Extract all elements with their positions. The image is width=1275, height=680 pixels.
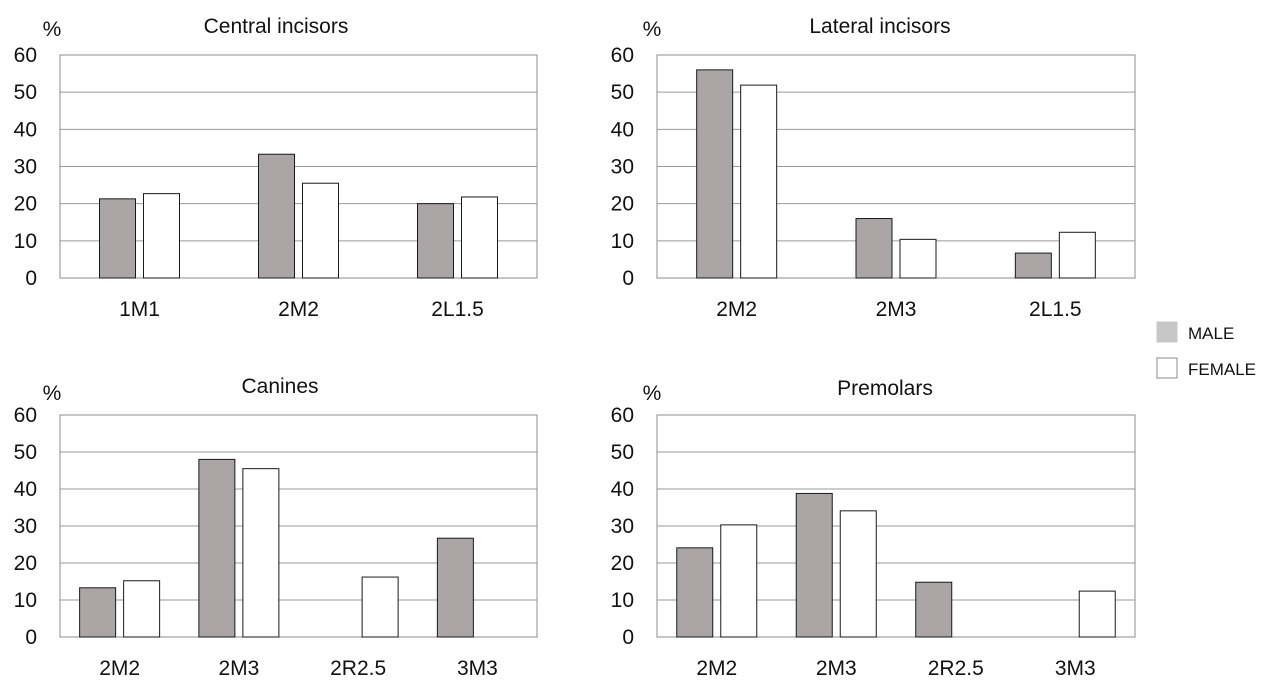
chart-panel-3: 0 10 20 30 40 50 60% Canines 2M2 2M3 2R2.5 3M3 — [14, 375, 538, 680]
y-tick-label: 50 — [611, 441, 634, 464]
bar-female-1m1 — [143, 193, 180, 279]
x-category-label: 2M2 — [716, 298, 757, 321]
legend: MALE FEMALE — [1156, 321, 1256, 379]
y-tick-label: 0 — [25, 626, 37, 649]
bar-male-1m1 — [99, 198, 136, 279]
x-category-label: 3M3 — [457, 657, 498, 680]
bar-female-2m2 — [123, 580, 161, 638]
y-tick-label: 10 — [611, 230, 634, 253]
y-tick-label: 0 — [622, 626, 634, 649]
y-tick-label: 30 — [611, 156, 634, 179]
x-category-label: 2M3 — [218, 657, 259, 680]
y-tick-label: 10 — [14, 589, 37, 612]
y-tick-label: 40 — [14, 478, 37, 501]
y-tick-label: 50 — [14, 81, 37, 104]
y-tick-label: 60 — [611, 44, 634, 67]
legend-swatch-male — [1156, 321, 1178, 343]
y-tick-label: 30 — [14, 515, 37, 538]
x-category-label: 2M2 — [696, 657, 737, 680]
y-tick-label: 20 — [14, 193, 37, 216]
y-tick-label: 60 — [14, 44, 37, 67]
y-tick-label: 40 — [611, 118, 634, 141]
x-category-label: 2M2 — [99, 657, 140, 680]
y-tick-label: 10 — [611, 589, 634, 612]
bar-female-2l1.5 — [1058, 231, 1096, 279]
bar-male-2m2 — [79, 587, 117, 638]
chart-panel-4: 0 10 20 30 40 50 60% Premolars 2M2 2M3 2R2.5 3M3 — [611, 377, 1136, 680]
y-tick-label: 40 — [14, 118, 37, 141]
x-category-label: 2R2.5 — [330, 657, 386, 680]
x-category-label: 2L1.5 — [431, 298, 484, 321]
x-category-label: 2M3 — [816, 657, 857, 680]
x-category-label: 1M1 — [119, 298, 160, 321]
bar-female-3m3 — [1078, 590, 1116, 638]
bar-female-2m3 — [899, 238, 937, 279]
chart-panel-1: 0 10 20 30 40 50 60% Central incisors 1M1 2M2 2L1.… — [14, 15, 538, 321]
bar-male-2l1.5 — [1014, 252, 1052, 279]
chart-title: Lateral incisors — [809, 15, 950, 38]
chart-panel-2: 0 10 20 30 40 50 60% Lateral incisors 2M2 2M3 2L1.… — [611, 15, 1136, 321]
bar-female-2m3 — [839, 510, 877, 638]
y-axis-unit-label: % — [43, 382, 62, 405]
y-tick-label: 60 — [14, 404, 37, 427]
y-tick-label: 20 — [611, 193, 634, 216]
x-category-label: 3M3 — [1055, 657, 1096, 680]
chart-title: Canines — [241, 375, 318, 398]
y-tick-label: 0 — [25, 267, 37, 290]
bar-male-2l1.5 — [417, 203, 454, 279]
legend-label-male: MALE — [1188, 324, 1234, 343]
bar-female-2m3 — [242, 468, 280, 638]
x-category-label: 2M2 — [278, 298, 319, 321]
bar-male-2m2 — [676, 547, 714, 638]
chart-title: Central incisors — [204, 15, 349, 38]
legend-label-female: FEMALE — [1188, 360, 1256, 379]
y-tick-label: 20 — [611, 552, 634, 575]
bar-male-2m3 — [855, 218, 893, 279]
y-tick-label: 60 — [611, 404, 634, 427]
y-tick-label: 30 — [14, 156, 37, 179]
bar-male-2m2 — [696, 69, 734, 279]
y-tick-label: 10 — [14, 230, 37, 253]
bar-male-3m3 — [436, 537, 474, 638]
y-tick-label: 40 — [611, 478, 634, 501]
legend-swatch-female — [1156, 357, 1178, 379]
y-tick-label: 50 — [14, 441, 37, 464]
x-category-label: 2L1.5 — [1029, 298, 1082, 321]
y-axis-unit-label: % — [643, 382, 662, 405]
y-tick-label: 20 — [14, 552, 37, 575]
y-axis-unit-label: % — [643, 18, 662, 41]
bar-female-2m2 — [302, 182, 339, 279]
bar-male-2m2 — [258, 153, 295, 279]
bar-male-2r2.5 — [915, 581, 953, 638]
y-tick-label: 50 — [611, 81, 634, 104]
bar-female-2l1.5 — [461, 196, 498, 279]
y-tick-label: 30 — [611, 515, 634, 538]
x-category-label: 2R2.5 — [928, 657, 984, 680]
chart-title: Premolars — [837, 377, 933, 400]
bar-male-2m3 — [198, 458, 236, 638]
bar-female-2m2 — [740, 84, 778, 279]
bar-male-2m3 — [795, 492, 833, 638]
bar-female-2r2.5 — [361, 576, 399, 638]
y-tick-label: 0 — [622, 267, 634, 290]
x-category-label: 2M3 — [876, 298, 917, 321]
y-axis-unit-label: % — [43, 18, 62, 41]
bar-female-2m2 — [720, 524, 758, 638]
